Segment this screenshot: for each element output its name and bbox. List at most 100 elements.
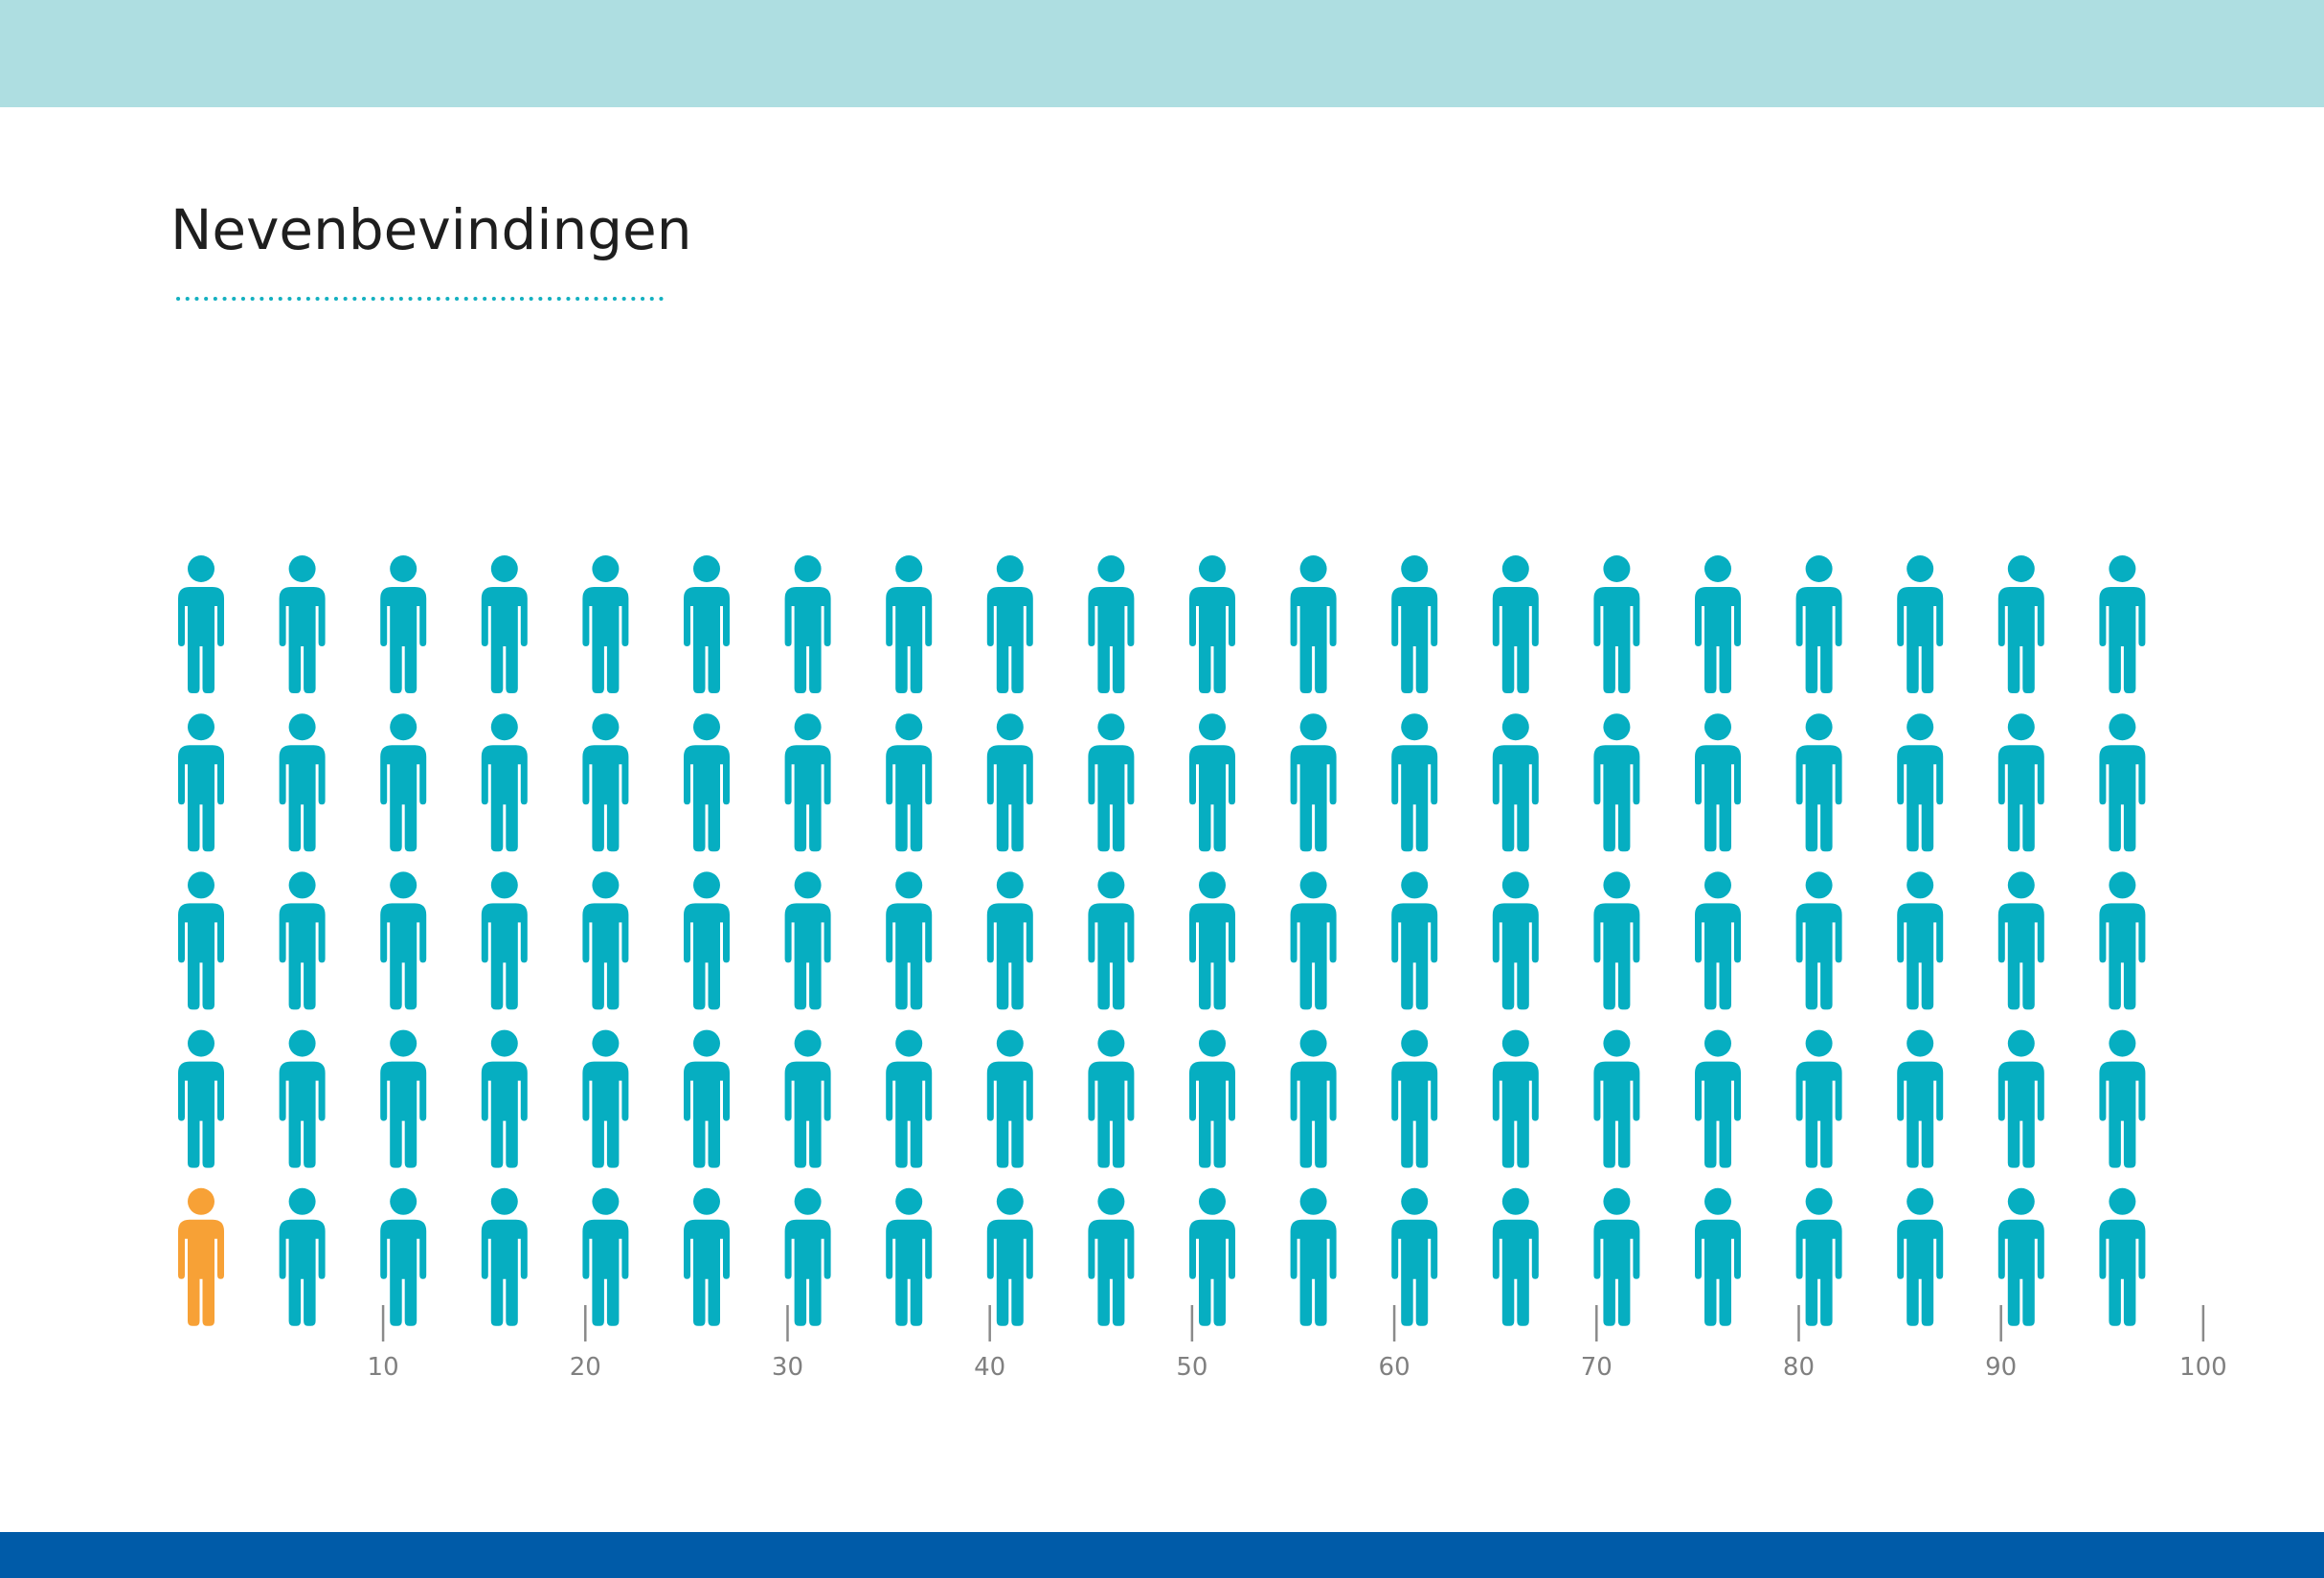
person-icon xyxy=(1189,1187,1235,1326)
person-icon xyxy=(886,1029,933,1168)
person-icon xyxy=(2099,1187,2146,1326)
person-icon xyxy=(178,555,224,693)
person-icon xyxy=(1695,1187,1741,1326)
person-icon xyxy=(582,871,629,1010)
person-icon xyxy=(1795,713,1842,852)
axis-tick-label: 40 xyxy=(974,1353,1005,1382)
chart-title: Nevenbevindingen xyxy=(170,197,692,262)
person-icon xyxy=(1695,713,1741,852)
title-dotted-rule xyxy=(176,297,670,301)
axis-tick-label: 30 xyxy=(772,1353,803,1382)
person-icon xyxy=(1695,1029,1741,1168)
person-icon xyxy=(986,1029,1033,1168)
person-icon xyxy=(684,1187,730,1326)
person-icon xyxy=(784,1187,831,1326)
person-icon xyxy=(784,555,831,693)
person-icon xyxy=(1189,871,1235,1010)
person-icon xyxy=(1492,871,1539,1010)
person-icon xyxy=(380,1029,427,1168)
person-icon xyxy=(1795,1187,1842,1326)
person-icon xyxy=(380,1187,427,1326)
person-icon xyxy=(178,871,224,1010)
person-icon xyxy=(1189,1029,1235,1168)
person-icon xyxy=(1088,1187,1135,1326)
person-icon xyxy=(1593,1029,1640,1168)
person-icon xyxy=(1290,1187,1337,1326)
person-icon xyxy=(380,871,427,1010)
axis-tick-label: 90 xyxy=(1985,1353,2017,1382)
person-icon xyxy=(1391,1187,1438,1326)
person-icon xyxy=(684,713,730,852)
person-icon xyxy=(279,713,326,852)
person-icon xyxy=(1189,713,1235,852)
person-icon xyxy=(481,555,528,693)
person-icon-highlighted xyxy=(178,1187,224,1326)
person-icon xyxy=(784,871,831,1010)
person-icon xyxy=(1897,871,1944,1010)
axis-tick-label: 10 xyxy=(368,1353,399,1382)
person-icon xyxy=(178,1029,224,1168)
person-icon xyxy=(481,871,528,1010)
bottom-band xyxy=(0,1532,2324,1578)
person-icon xyxy=(582,555,629,693)
person-icon xyxy=(1492,555,1539,693)
axis-tick-label: 60 xyxy=(1379,1353,1410,1382)
axis-tick-label: 50 xyxy=(1176,1353,1207,1382)
person-icon xyxy=(1088,713,1135,852)
person-icon xyxy=(1897,555,1944,693)
person-icon xyxy=(1088,1029,1135,1168)
person-icon xyxy=(684,1029,730,1168)
person-icon xyxy=(1997,1029,2044,1168)
person-icon xyxy=(1290,1029,1337,1168)
person-icon xyxy=(279,871,326,1010)
person-icon xyxy=(2099,555,2146,693)
person-icon xyxy=(481,1187,528,1326)
person-icon xyxy=(582,1187,629,1326)
person-icon xyxy=(1695,871,1741,1010)
person-icon xyxy=(1997,713,2044,852)
axis-tick-label: 20 xyxy=(570,1353,601,1382)
person-icon xyxy=(279,1029,326,1168)
person-icon xyxy=(1189,555,1235,693)
person-icon xyxy=(1795,555,1842,693)
person-icon xyxy=(1795,871,1842,1010)
person-icon xyxy=(380,555,427,693)
person-icon xyxy=(886,555,933,693)
person-icon xyxy=(1593,713,1640,852)
person-icon xyxy=(1088,871,1135,1010)
person-icon xyxy=(1492,1029,1539,1168)
person-icon xyxy=(684,871,730,1010)
person-icon xyxy=(2099,871,2146,1010)
person-icon xyxy=(1695,555,1741,693)
person-icon xyxy=(1997,871,2044,1010)
person-icon xyxy=(1290,555,1337,693)
person-icon xyxy=(1290,713,1337,852)
person-icon xyxy=(886,713,933,852)
person-icon xyxy=(1492,1187,1539,1326)
person-icon xyxy=(582,1029,629,1168)
person-icon xyxy=(279,1187,326,1326)
x-axis: 10 20 30 40 50 60 70 80 90 100 xyxy=(368,1305,2227,1382)
person-icon xyxy=(1795,1029,1842,1168)
person-icon xyxy=(1593,555,1640,693)
person-icon xyxy=(1391,871,1438,1010)
person-icon xyxy=(178,713,224,852)
axis-tick-label: 100 xyxy=(2179,1353,2227,1382)
person-icon xyxy=(1593,871,1640,1010)
person-icon xyxy=(886,871,933,1010)
person-icon xyxy=(1897,713,1944,852)
person-icon xyxy=(380,713,427,852)
top-band xyxy=(0,0,2324,107)
person-icon xyxy=(1897,1029,1944,1168)
people-grid xyxy=(178,555,2146,1326)
person-icon xyxy=(1290,871,1337,1010)
person-icon xyxy=(582,713,629,852)
person-icon xyxy=(1593,1187,1640,1326)
person-icon xyxy=(1492,713,1539,852)
person-icon xyxy=(1391,555,1438,693)
person-icon xyxy=(784,1029,831,1168)
person-icon xyxy=(1391,1029,1438,1168)
person-icon xyxy=(1391,713,1438,852)
person-icon xyxy=(279,555,326,693)
